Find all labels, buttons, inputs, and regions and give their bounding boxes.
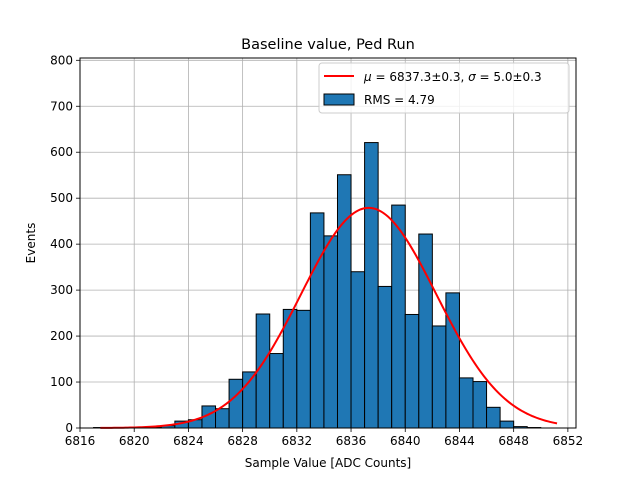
y-tick-label: 0 [65, 421, 73, 435]
histogram-bar [309, 212, 325, 429]
y-tick-label: 500 [50, 191, 73, 205]
x-axis-ticks: 6816 6820 6824 6828 6832 6836 6840 6844 6848 6852 [65, 428, 583, 448]
y-axis-label: Events [24, 223, 38, 264]
histogram-bar [499, 420, 515, 429]
y-tick-label: 300 [50, 283, 73, 297]
legend-hist-swatch [323, 93, 355, 106]
histogram-bar [364, 142, 379, 429]
histogram-bar [391, 204, 406, 429]
legend: μ = 6837.3±0.3, σ = 5.0±0.3 RMS = 4.79 [318, 62, 570, 114]
histogram-bar [296, 309, 311, 429]
histogram-bar [377, 285, 393, 429]
x-tick-label: 6816 [65, 434, 96, 448]
histogram-bar [282, 308, 298, 429]
x-tick-label: 6836 [336, 434, 367, 448]
x-tick-label: 6828 [227, 434, 258, 448]
legend-box [318, 62, 570, 114]
chart-title: Baseline value, Ped Run [241, 37, 415, 53]
histogram-bar [323, 235, 338, 429]
x-tick-label: 6852 [553, 434, 584, 448]
histogram-bar [228, 378, 244, 429]
fit-curve [100, 206, 558, 429]
x-axis-label: Sample Value [ADC Counts] [245, 456, 411, 470]
histogram-bar [269, 353, 284, 429]
histogram-bar [404, 313, 420, 429]
histogram-bar [458, 377, 474, 429]
x-tick-label: 6848 [498, 434, 529, 448]
legend-sigma-value: = 5.0±0.3 [476, 70, 542, 84]
histogram-bar [215, 408, 230, 429]
y-tick-label: 700 [50, 99, 73, 113]
histogram-bar [350, 271, 366, 429]
y-tick-label: 400 [50, 237, 73, 251]
x-tick-label: 6824 [173, 434, 204, 448]
histogram-bar [486, 406, 501, 429]
histogram-bar [431, 325, 447, 429]
histogram-bar [472, 381, 488, 429]
histogram-bars [93, 142, 542, 429]
histogram-bar [336, 174, 352, 429]
y-axis-ticks: 0 100 200 300 400 500 600 700 800 [50, 53, 80, 435]
y-tick-label: 100 [50, 375, 73, 389]
plot-frame [79, 57, 577, 429]
legend-sigma-symbol: σ [468, 70, 476, 84]
legend-mu-symbol: μ [363, 70, 372, 84]
legend-hist-label: RMS = 4.79 [364, 93, 435, 107]
gaussian-fit [100, 206, 558, 429]
legend-fit-label: μ = 6837.3±0.3, σ = 5.0±0.3 [363, 70, 542, 84]
x-tick-label: 6832 [282, 434, 313, 448]
histogram-bar [445, 292, 460, 429]
x-tick-label: 6844 [444, 434, 475, 448]
x-tick-label: 6820 [119, 434, 150, 448]
legend-mu-value: = 6837.3±0.3, [372, 70, 468, 84]
y-tick-label: 600 [50, 145, 73, 159]
x-tick-label: 6840 [390, 434, 421, 448]
y-tick-label: 800 [50, 53, 73, 67]
y-tick-label: 200 [50, 329, 73, 343]
